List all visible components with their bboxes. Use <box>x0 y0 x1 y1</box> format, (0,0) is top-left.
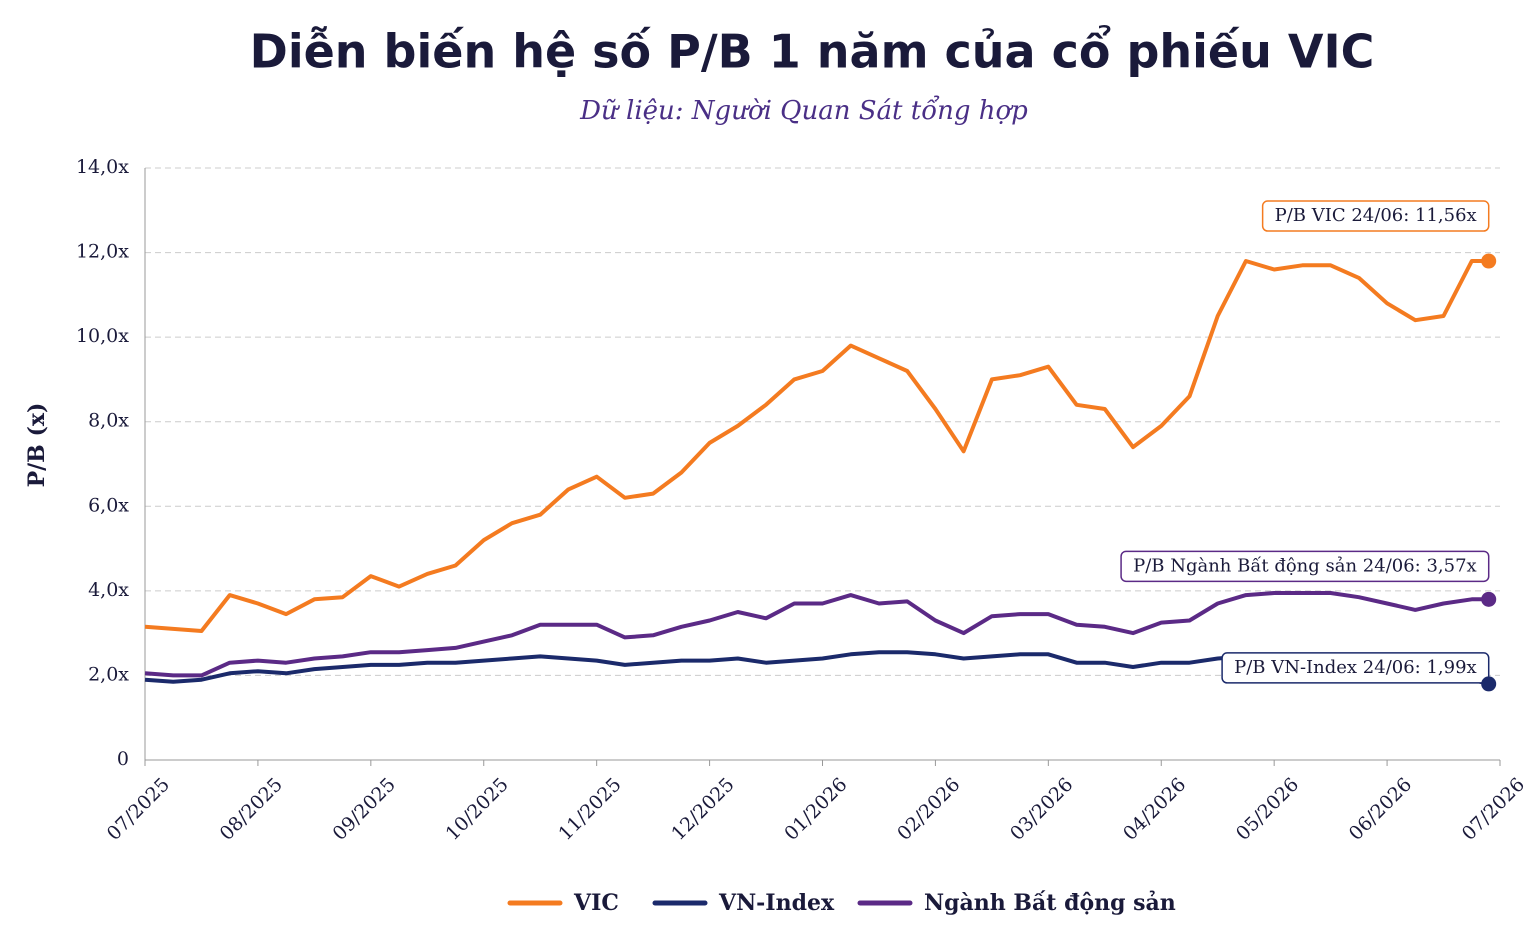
annotation: P/B VIC 24/06: 11,56x <box>1275 205 1477 226</box>
legend-label: VN-Index <box>718 890 835 916</box>
y-tick-label: 10,0x <box>76 325 129 347</box>
y-axis-label: P/B (x) <box>24 403 50 488</box>
annotation-box <box>1120 550 1490 583</box>
y-tick-label: 4,0x <box>88 579 129 601</box>
chart-subtitle: Dữ liệu: Người Quan Sát tổng hợp <box>579 95 1028 126</box>
annotation-box <box>1261 200 1490 232</box>
annotation: P/B VN-Index 24/06: 1,99x <box>1234 657 1477 678</box>
end-point <box>1481 253 1497 269</box>
y-tick-label: 2,0x <box>88 663 129 685</box>
y-tick-label: 6,0x <box>88 494 129 516</box>
y-tick-label: 8,0x <box>88 410 129 432</box>
y-tick-label: 14,0x <box>76 156 129 178</box>
end-point <box>1481 591 1497 607</box>
legend-label: Ngành Bất động sản <box>924 890 1176 916</box>
chart-title: Diễn biến hệ số P/B 1 năm của cổ phiếu V… <box>250 25 1375 79</box>
y-tick-label: 0 <box>117 748 129 770</box>
end-point <box>1481 676 1497 692</box>
annotation-box <box>1221 652 1490 684</box>
series-line <box>144 591 1489 678</box>
legend-label: VIC <box>573 890 619 916</box>
y-tick-label: 12,0x <box>76 241 129 263</box>
annotation: P/B Ngành Bất động sản 24/06: 3,57x <box>1133 555 1477 576</box>
series-line <box>144 259 1489 633</box>
